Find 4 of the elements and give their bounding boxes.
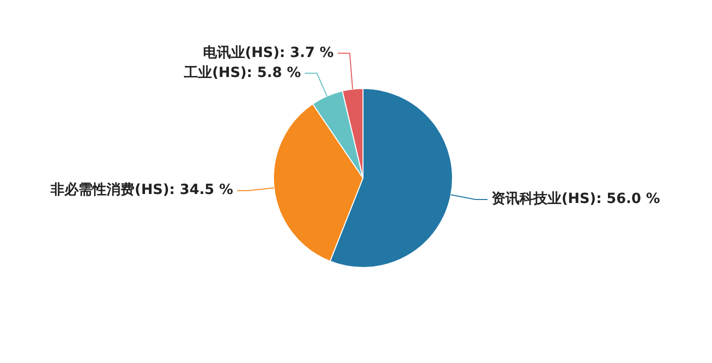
slice-label: 非必需性消费(HS): 34.5 % — [50, 181, 234, 198]
slice-label: 资讯科技业(HS): 56.0 % — [491, 191, 660, 208]
slice-label: 工业(HS): 5.8 % — [183, 64, 301, 81]
slice-label: 电讯业(HS): 3.7 % — [202, 44, 334, 61]
